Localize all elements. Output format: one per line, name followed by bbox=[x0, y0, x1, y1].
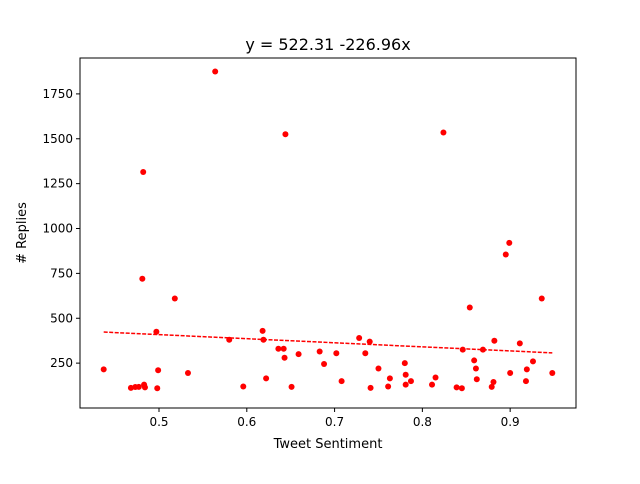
y-tick-label: 1000 bbox=[42, 222, 73, 236]
data-point bbox=[263, 375, 270, 382]
y-axis: 250 500 750 1000 1250 1500 1750 bbox=[42, 87, 80, 370]
data-point bbox=[275, 345, 282, 352]
data-point bbox=[471, 357, 478, 364]
data-point bbox=[529, 358, 536, 365]
data-point bbox=[401, 360, 408, 367]
trendline bbox=[103, 331, 553, 354]
data-point bbox=[135, 383, 142, 390]
x-axis: 0.5 0.6 0.7 0.8 0.9 bbox=[149, 408, 520, 429]
data-point bbox=[516, 340, 523, 347]
data-point bbox=[282, 131, 289, 138]
data-point bbox=[295, 351, 302, 358]
data-point bbox=[367, 384, 374, 391]
data-point bbox=[538, 295, 545, 302]
data-point bbox=[488, 383, 495, 390]
data-point bbox=[407, 378, 414, 385]
data-point bbox=[472, 365, 479, 372]
data-point bbox=[386, 375, 393, 382]
chart-title: y = 522.31 -226.96x bbox=[245, 35, 410, 54]
plot-area-frame bbox=[79, 57, 577, 409]
data-point bbox=[184, 370, 191, 376]
data-point bbox=[171, 295, 178, 302]
data-point bbox=[491, 337, 498, 344]
y-tick-label: 1250 bbox=[42, 177, 73, 191]
data-point bbox=[155, 367, 162, 374]
data-point bbox=[338, 378, 345, 385]
x-tick-label: 0.9 bbox=[501, 415, 520, 429]
data-point bbox=[375, 365, 382, 372]
data-point bbox=[506, 239, 513, 246]
data-point bbox=[280, 345, 287, 352]
data-point bbox=[502, 251, 509, 258]
data-point bbox=[507, 370, 514, 376]
data-point bbox=[459, 346, 466, 353]
data-point bbox=[281, 354, 288, 361]
data-point bbox=[288, 383, 295, 390]
data-point bbox=[240, 383, 247, 390]
data-point bbox=[458, 385, 465, 392]
data-point bbox=[141, 384, 148, 391]
data-point bbox=[212, 68, 219, 75]
data-point bbox=[429, 381, 436, 388]
data-point bbox=[100, 366, 107, 373]
y-tick-label: 500 bbox=[50, 311, 73, 325]
data-point bbox=[402, 371, 409, 378]
trendline-layer bbox=[103, 331, 553, 354]
data-point bbox=[453, 384, 460, 391]
data-point bbox=[523, 366, 530, 373]
data-point bbox=[356, 335, 363, 341]
data-point bbox=[316, 348, 323, 355]
data-point bbox=[153, 328, 160, 335]
x-tick-label: 0.5 bbox=[149, 415, 168, 429]
points-layer bbox=[100, 68, 556, 392]
x-tick-label: 0.7 bbox=[325, 415, 344, 429]
data-point bbox=[402, 381, 409, 388]
y-tick-label: 750 bbox=[50, 266, 73, 280]
data-point bbox=[466, 304, 473, 311]
data-point bbox=[362, 350, 369, 357]
data-point bbox=[549, 370, 556, 376]
x-tick-label: 0.6 bbox=[237, 415, 256, 429]
data-point bbox=[154, 385, 161, 392]
data-point bbox=[139, 275, 146, 282]
data-point bbox=[473, 376, 480, 383]
y-tick-label: 1500 bbox=[42, 132, 73, 146]
y-axis-label: # Replies bbox=[15, 202, 30, 264]
data-point bbox=[366, 338, 373, 345]
x-axis-label: Tweet Sentiment bbox=[273, 437, 383, 452]
data-point bbox=[440, 129, 447, 136]
data-point bbox=[490, 378, 497, 385]
y-tick-label: 250 bbox=[50, 356, 73, 370]
data-point bbox=[432, 374, 439, 381]
data-point bbox=[333, 350, 340, 357]
data-point bbox=[321, 361, 328, 368]
data-point bbox=[522, 378, 529, 385]
y-tick-label: 1750 bbox=[42, 87, 73, 101]
x-tick-label: 0.8 bbox=[413, 415, 432, 429]
data-point bbox=[385, 383, 392, 390]
data-point bbox=[140, 168, 147, 175]
data-point bbox=[259, 327, 266, 334]
